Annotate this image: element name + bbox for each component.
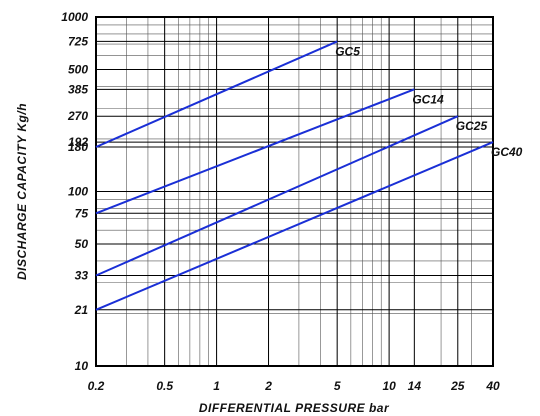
plot-frame xyxy=(95,16,494,367)
y-tick-label: 75 xyxy=(75,206,89,220)
x-tick-label: 0.5 xyxy=(156,379,173,393)
series-label-gc25: GC25 xyxy=(456,119,488,133)
series-line-gc5 xyxy=(95,40,338,148)
y-tick-label: 270 xyxy=(67,109,88,123)
y-tick-label: 500 xyxy=(68,63,88,77)
y-tick-label: 33 xyxy=(75,269,89,283)
x-tick-label: 2 xyxy=(264,379,272,393)
y-tick-label: 21 xyxy=(74,303,89,317)
y-tick-label: 100 xyxy=(68,185,88,199)
y-tick-label: 180 xyxy=(68,140,88,154)
x-tick-label: 10 xyxy=(382,379,396,393)
y-tick-label: 725 xyxy=(68,34,88,48)
series-label-gc14: GC14 xyxy=(412,92,444,106)
y-tick-label: 1000 xyxy=(61,10,88,24)
series-label-gc40: GC40 xyxy=(491,145,523,159)
y-tick-label: 192 xyxy=(68,135,88,149)
x-tick-label: 25 xyxy=(450,379,465,393)
series-line-gc25 xyxy=(95,115,459,277)
x-axis-ticks: 0.2 0.5 1 2 5 10 14 25 40 xyxy=(88,379,500,393)
x-tick-label: 1 xyxy=(213,379,220,393)
series-lines xyxy=(95,40,494,311)
series-label-gc5: GC5 xyxy=(335,44,360,58)
y-tick-label: 385 xyxy=(68,82,88,96)
x-tick-label: 0.2 xyxy=(88,379,105,393)
y-tick-label: 50 xyxy=(75,237,89,251)
x-tick-label: 14 xyxy=(408,379,422,393)
series-line-gc40 xyxy=(95,141,494,311)
series-line-gc14 xyxy=(95,88,415,215)
x-tick-label: 5 xyxy=(334,379,341,393)
y-axis-title: DISCHARGE CAPACITY Kg/h xyxy=(15,103,29,280)
x-axis-title: DIFFERENTIAL PRESSURE bar xyxy=(199,401,390,415)
y-tick-label: 10 xyxy=(75,359,89,373)
x-tick-label: 40 xyxy=(485,379,500,393)
